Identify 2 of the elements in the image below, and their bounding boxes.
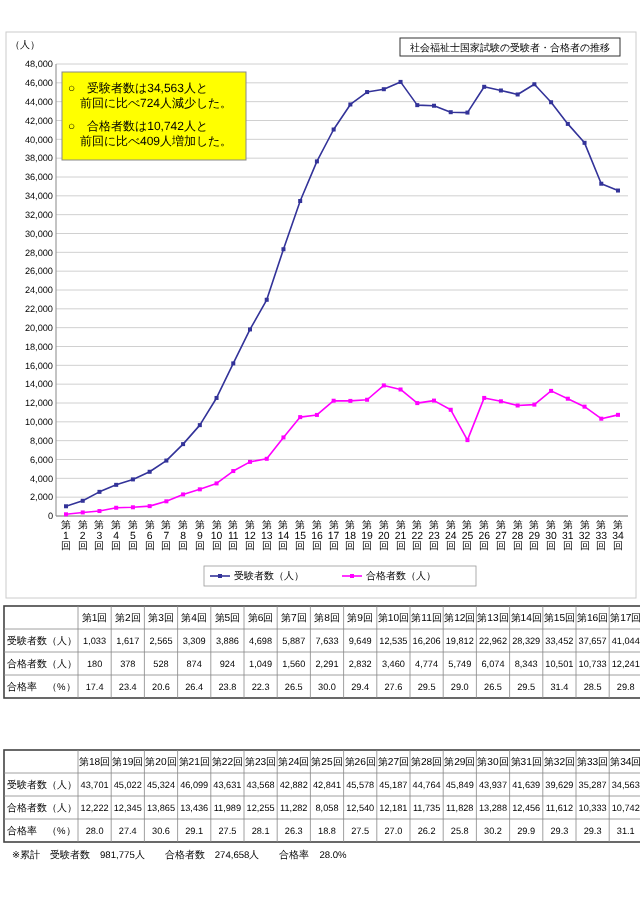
line-series [64,383,620,517]
line-series [64,79,620,509]
